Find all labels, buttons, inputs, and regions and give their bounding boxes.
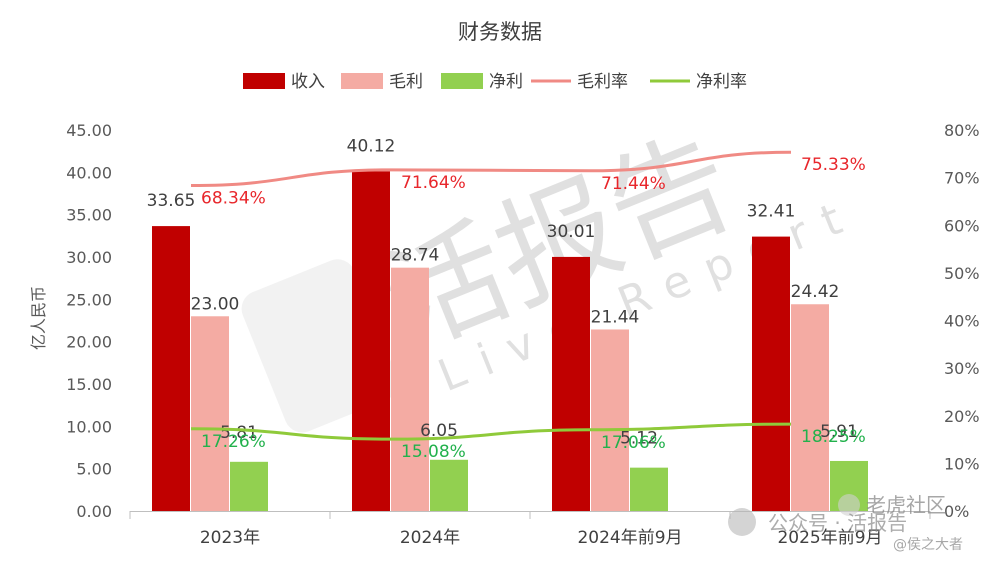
x-category-label: 2025年前9月 xyxy=(777,528,882,548)
y-left-tick-label: 30.00 xyxy=(66,248,112,267)
legend-item: 毛利率 xyxy=(531,72,628,92)
y-left-tick-label: 20.00 xyxy=(66,333,112,352)
x-category-label: 2024年 xyxy=(400,528,460,548)
y-left-tick-label: 45.00 xyxy=(66,121,112,140)
y-left-tick-label: 0.00 xyxy=(76,502,112,521)
bar-毛利 xyxy=(591,329,629,511)
bar-value-label: 33.65 xyxy=(147,191,196,211)
y-left-tick-label: 25.00 xyxy=(66,290,112,309)
line-value-label: 71.44% xyxy=(601,174,666,194)
bar-value-label: 21.44 xyxy=(591,307,640,327)
y-right-tick-label: 30% xyxy=(944,359,980,378)
line-value-label: 71.64% xyxy=(401,173,466,193)
bar-value-label: 23.00 xyxy=(191,294,240,314)
bar-毛利 xyxy=(191,316,229,511)
legend-item: 净利率 xyxy=(650,72,747,92)
line-value-label: 18.25% xyxy=(801,427,866,447)
bar-value-label: 5.81 xyxy=(220,423,258,443)
legend-label: 净利 xyxy=(489,72,523,92)
legend-swatch xyxy=(441,73,483,89)
bar-收入 xyxy=(752,236,790,511)
y-right-tick-label: 0% xyxy=(944,502,969,521)
bar-毛利 xyxy=(791,304,829,511)
bar-value-label: 40.12 xyxy=(347,136,396,156)
chart-title: 财务数据 xyxy=(458,20,542,44)
bar-净利 xyxy=(430,459,468,511)
legend-swatch xyxy=(341,73,383,89)
y-right-tick-label: 70% xyxy=(944,169,980,188)
lines: 68.34% 71.64% 71.44% 75.33% 17.26% 15.08% 17.0… xyxy=(190,150,866,462)
bar-value-label: 28.74 xyxy=(391,246,440,266)
line-净利率 xyxy=(190,422,792,441)
y-right-tick-label: 20% xyxy=(944,407,980,426)
y-axis-label: 亿人民币 xyxy=(29,286,48,350)
y-left-tick-label: 40.00 xyxy=(66,163,112,182)
wechat-icon xyxy=(728,508,756,536)
legend-label: 收入 xyxy=(291,72,325,92)
y-left-tick-label: 5.00 xyxy=(76,460,112,479)
legend-item: 毛利 xyxy=(341,72,423,92)
x-axis: 2023年 2024年 2024年前9月 2025年前9月 xyxy=(129,511,931,548)
line-value-label: 15.08% xyxy=(401,442,466,462)
legend-swatch xyxy=(243,73,285,89)
x-category-label: 2024年前9月 xyxy=(577,528,682,548)
legend-label: 毛利率 xyxy=(577,72,628,92)
line-value-label: 68.34% xyxy=(201,189,266,209)
tiger-icon xyxy=(838,494,860,516)
y-right-tick-label: 40% xyxy=(944,312,980,331)
bars: 33.65 40.12 30.01 32.41 23.00 28.74 21.44 24.42… xyxy=(147,136,868,512)
legend-item: 净利 xyxy=(441,72,523,92)
line-毛利率 xyxy=(190,150,792,188)
bar-净利 xyxy=(230,461,268,511)
y-right-tick-label: 60% xyxy=(944,216,980,235)
x-category-label: 2023年 xyxy=(200,528,260,548)
line-value-label: 17.26% xyxy=(201,432,266,452)
legend-item: 收入 xyxy=(243,72,325,92)
legend-label: 净利率 xyxy=(696,72,747,92)
bar-value-label: 24.42 xyxy=(791,282,840,302)
line-value-label: 75.33% xyxy=(801,155,866,175)
y-left-tick-label: 35.00 xyxy=(66,206,112,225)
bar-value-label: 5.91 xyxy=(820,422,858,442)
bar-净利 xyxy=(630,467,668,511)
corner-watermark: 公众号 · 活报告 老虎社区 @侯之大者 xyxy=(728,493,963,553)
bar-收入 xyxy=(552,256,590,511)
corner-handle-text: @侯之大者 xyxy=(893,537,963,553)
bar-value-label: 6.05 xyxy=(420,421,458,441)
y-axis-left: 0.00 5.00 10.00 15.00 20.00 25.00 30.00 35.00 40… xyxy=(66,121,112,521)
legend-label: 毛利 xyxy=(389,72,423,92)
y-left-tick-label: 10.00 xyxy=(66,417,112,436)
legend: 收入 毛利 净利 毛利率 净利率 xyxy=(243,72,747,92)
bar-value-label: 32.41 xyxy=(747,202,796,222)
bar-毛利 xyxy=(391,267,429,511)
corner-channel-text: 老虎社区 xyxy=(866,493,946,517)
y-right-tick-label: 80% xyxy=(944,121,980,140)
y-left-tick-label: 15.00 xyxy=(66,375,112,394)
y-right-tick-label: 10% xyxy=(944,454,980,473)
bar-value-label: 5.12 xyxy=(620,429,658,449)
y-axis-right: 0% 10% 20% 30% 40% 50% 60% 70% 80% xyxy=(944,121,980,521)
bar-收入 xyxy=(352,171,390,512)
corner-main-text: 公众号 · 活报告 xyxy=(768,511,907,535)
line-value-label: 17.06% xyxy=(601,433,666,453)
bar-value-label: 30.01 xyxy=(547,222,596,242)
bar-收入 xyxy=(152,226,190,511)
y-right-tick-label: 50% xyxy=(944,264,980,283)
